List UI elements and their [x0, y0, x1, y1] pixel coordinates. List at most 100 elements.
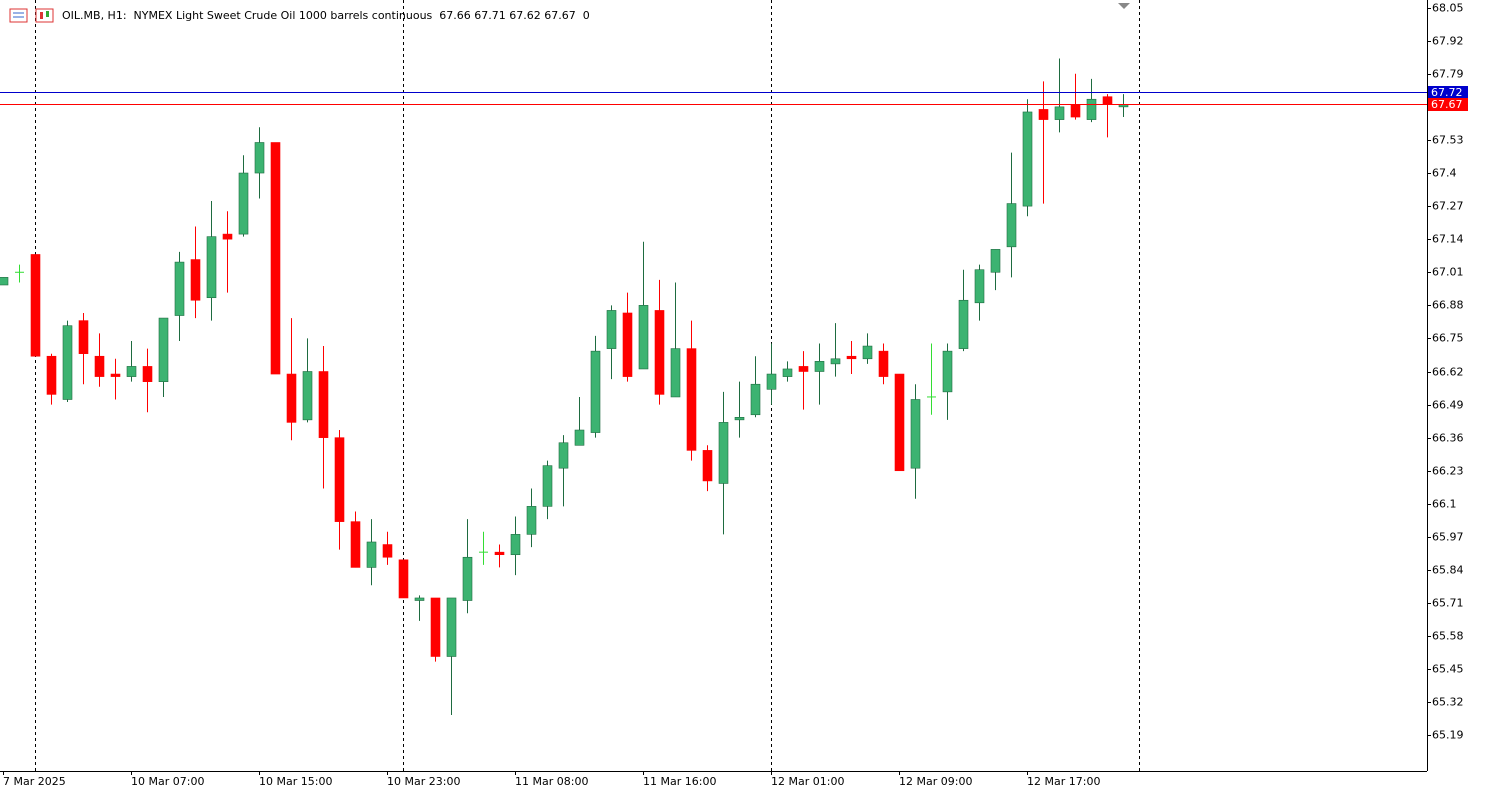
- candle-body: [334, 437, 345, 522]
- price-label-box: [1428, 86, 1468, 99]
- y-tick-label: 65.45: [1432, 663, 1464, 676]
- toolbar-icons: [9, 8, 54, 23]
- x-tick-label: 11 Mar 08:00: [515, 775, 588, 788]
- candle-body: [798, 366, 809, 372]
- candle-body: [494, 551, 505, 556]
- candle-body: [814, 361, 825, 372]
- candle-body: [1022, 111, 1033, 207]
- candle-body: [318, 371, 329, 438]
- candle-body: [366, 541, 377, 568]
- candle-body: [462, 556, 473, 601]
- candle-body: [526, 506, 537, 535]
- candle-body: [1102, 96, 1113, 105]
- candle-body: [110, 373, 121, 377]
- icon-bar: [40, 12, 43, 19]
- y-tick-label: 65.58: [1432, 630, 1464, 643]
- x-tick-label: 10 Mar 23:00: [387, 775, 460, 788]
- candle-body: [654, 310, 665, 395]
- candle-body: [190, 259, 201, 301]
- x-tick-label: 11 Mar 16:00: [643, 775, 716, 788]
- candle-body: [350, 521, 361, 568]
- candle-body: [398, 559, 409, 599]
- candle-body: [238, 172, 249, 235]
- candle-body: [846, 355, 857, 360]
- candle-body: [174, 261, 185, 316]
- candle-body: [622, 312, 633, 377]
- candle-body: [254, 142, 265, 174]
- candle-body: [862, 345, 873, 360]
- candle-body: [1070, 104, 1081, 118]
- candle-body: [718, 422, 729, 484]
- candle-body: [638, 305, 649, 370]
- candle-body: [830, 358, 841, 365]
- candle-body: [142, 366, 153, 382]
- y-tick-label: 65.71: [1432, 597, 1464, 610]
- candle-body: [1038, 109, 1049, 120]
- candle-body: [62, 325, 73, 400]
- y-tick-label: 67.01: [1432, 266, 1464, 279]
- shift-marker: [1118, 3, 1130, 9]
- candle-body: [94, 355, 105, 377]
- candle-body: [302, 371, 313, 421]
- y-tick-label: 66.1: [1432, 498, 1457, 511]
- candle-body: [670, 348, 681, 398]
- candle-body: [894, 373, 905, 472]
- candle-body: [1054, 106, 1065, 120]
- candle-body: [990, 249, 1001, 273]
- y-tick-label: 67.4: [1432, 167, 1457, 180]
- candle-body: [206, 236, 217, 299]
- x-tick-label: 12 Mar 09:00: [899, 775, 972, 788]
- x-tick-label: 12 Mar 17:00: [1027, 775, 1100, 788]
- candle-body: [974, 269, 985, 304]
- y-tick-label: 68.05: [1432, 2, 1464, 15]
- y-tick-label: 65.97: [1432, 531, 1464, 544]
- x-tick-label: 7 Mar 2025: [3, 775, 66, 788]
- candle-body: [702, 450, 713, 482]
- price-label: 67.72: [1431, 86, 1463, 99]
- candle-body: [686, 348, 697, 451]
- candle-body: [942, 350, 953, 393]
- candle-body: [590, 350, 601, 433]
- candle-body: [222, 233, 233, 240]
- candle-body: [510, 534, 521, 556]
- candle-body: [46, 355, 57, 395]
- candle-body: [446, 597, 457, 657]
- candle-body: [158, 317, 169, 382]
- y-tick-label: 67.14: [1432, 233, 1464, 246]
- y-tick-label: 65.84: [1432, 564, 1464, 577]
- candle-body: [782, 368, 793, 377]
- price-label-box: [1428, 98, 1468, 111]
- candle-body: [30, 254, 41, 357]
- candle-body: [270, 142, 281, 375]
- icon[interactable]: [35, 8, 54, 23]
- x-tick-label: 10 Mar 15:00: [259, 775, 332, 788]
- candle-body: [910, 399, 921, 469]
- y-tick-label: 66.23: [1432, 465, 1464, 478]
- x-tick-label: 10 Mar 07:00: [131, 775, 204, 788]
- x-tick-label: 12 Mar 01:00: [771, 775, 844, 788]
- candle-body: [414, 597, 425, 601]
- y-tick-label: 66.88: [1432, 299, 1464, 312]
- candle-body: [558, 442, 569, 469]
- y-tick-label: 66.75: [1432, 332, 1464, 345]
- y-tick-label: 67.92: [1432, 35, 1464, 48]
- candle-body: [430, 597, 441, 657]
- candle-body: [542, 465, 553, 507]
- icon[interactable]: [9, 8, 28, 23]
- y-tick-label: 65.19: [1432, 729, 1464, 742]
- y-tick-label: 67.27: [1432, 200, 1464, 213]
- y-tick-label: 67.79: [1432, 68, 1464, 81]
- candle-body: [1086, 98, 1097, 120]
- candle-body: [766, 373, 777, 390]
- y-tick-label: 66.36: [1432, 432, 1464, 445]
- candle-body: [878, 350, 889, 377]
- icon-bar: [46, 11, 49, 17]
- candle-body: [1006, 203, 1017, 248]
- candle-body: [734, 417, 745, 421]
- y-tick-label: 66.62: [1432, 366, 1464, 379]
- candle-body: [606, 310, 617, 349]
- candle-body: [78, 320, 89, 354]
- candle-body: [286, 373, 297, 423]
